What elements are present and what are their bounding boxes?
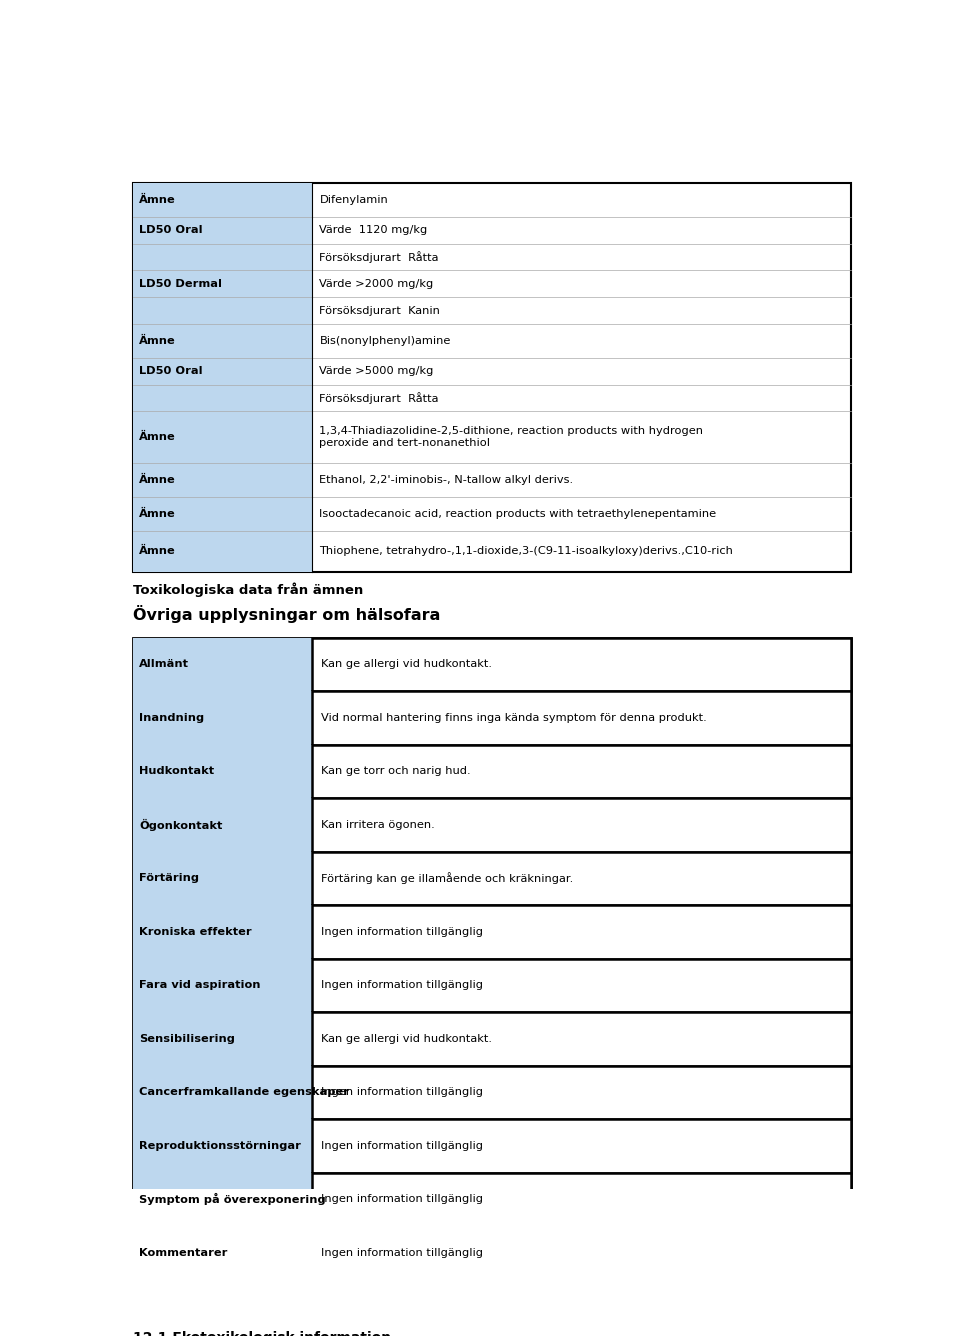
Text: Toxikologiska data från ämnen: Toxikologiska data från ämnen bbox=[133, 582, 364, 597]
Bar bbox=[133, 637, 851, 1280]
Text: Inandning: Inandning bbox=[139, 713, 204, 723]
Bar bbox=[133, 323, 312, 358]
Bar bbox=[133, 216, 312, 243]
Bar bbox=[133, 183, 851, 572]
Bar bbox=[133, 1173, 312, 1226]
Bar bbox=[133, 243, 312, 270]
Text: Kommentarer: Kommentarer bbox=[139, 1248, 228, 1257]
Text: Allmänt: Allmänt bbox=[139, 660, 189, 669]
Bar bbox=[133, 183, 312, 216]
Text: Thiophene, tetrahydro-,1,1-dioxide,3-(C9-11-isoalkyloxy)derivs.,C10-rich: Thiophene, tetrahydro-,1,1-dioxide,3-(C9… bbox=[320, 546, 733, 556]
Text: Försöksdjurart  Råtta: Försöksdjurart Råtta bbox=[320, 251, 439, 263]
Bar bbox=[312, 1120, 851, 1173]
Text: 1,3,4-Thiadiazolidine-2,5-dithione, reaction products with hydrogen
peroxide and: 1,3,4-Thiadiazolidine-2,5-dithione, reac… bbox=[320, 426, 704, 448]
Text: Ingen information tillgänglig: Ingen information tillgänglig bbox=[321, 981, 483, 990]
Text: Kan ge torr och narig hud.: Kan ge torr och narig hud. bbox=[321, 767, 470, 776]
Bar bbox=[133, 297, 312, 323]
Text: Reproduktionsstörningar: Reproduktionsstörningar bbox=[139, 1141, 301, 1150]
Text: Bis(nonylphenyl)amine: Bis(nonylphenyl)amine bbox=[320, 335, 451, 346]
Bar bbox=[133, 1013, 312, 1066]
Text: LD50 Oral: LD50 Oral bbox=[139, 226, 203, 235]
Text: Symptom på överexponering: Symptom på överexponering bbox=[139, 1193, 326, 1205]
Bar bbox=[133, 959, 312, 1013]
Text: Ingen information tillgänglig: Ingen information tillgänglig bbox=[321, 1141, 483, 1150]
Bar bbox=[312, 798, 851, 851]
Text: Vid normal hantering finns inga kända symptom för denna produkt.: Vid normal hantering finns inga kända sy… bbox=[321, 713, 707, 723]
Text: Ämne: Ämne bbox=[139, 546, 176, 556]
Text: Värde >2000 mg/kg: Värde >2000 mg/kg bbox=[320, 279, 434, 289]
Bar bbox=[312, 691, 851, 744]
Bar bbox=[312, 1066, 851, 1120]
Bar bbox=[312, 1013, 851, 1066]
Bar bbox=[133, 691, 312, 744]
Bar bbox=[133, 497, 312, 530]
Bar bbox=[312, 851, 851, 904]
Bar bbox=[312, 1173, 851, 1226]
Text: Övriga upplysningar om hälsofara: Övriga upplysningar om hälsofara bbox=[133, 605, 441, 623]
Text: Förtäring: Förtäring bbox=[139, 874, 200, 883]
Text: Försöksdjurart  Råtta: Försöksdjurart Råtta bbox=[320, 391, 439, 403]
Text: Hudkontakt: Hudkontakt bbox=[139, 767, 214, 776]
Text: Ämne: Ämne bbox=[139, 195, 176, 204]
Bar bbox=[312, 904, 851, 959]
Bar bbox=[133, 462, 312, 497]
Bar bbox=[312, 637, 851, 691]
Bar bbox=[312, 744, 851, 798]
Text: Kan ge allergi vid hudkontakt.: Kan ge allergi vid hudkontakt. bbox=[321, 660, 492, 669]
Text: Ämne: Ämne bbox=[139, 432, 176, 442]
Text: Ögonkontakt: Ögonkontakt bbox=[139, 819, 223, 831]
Bar bbox=[133, 358, 312, 385]
Text: 12.1 Ekotoxikologisk information: 12.1 Ekotoxikologisk information bbox=[133, 1331, 392, 1336]
Bar bbox=[133, 1226, 312, 1280]
Bar bbox=[133, 1120, 312, 1173]
Text: Ingen information tillgänglig: Ingen information tillgänglig bbox=[321, 927, 483, 937]
Text: Värde  1120 mg/kg: Värde 1120 mg/kg bbox=[320, 226, 427, 235]
Text: Ingen information tillgänglig: Ingen information tillgänglig bbox=[321, 1248, 483, 1257]
Bar bbox=[312, 959, 851, 1013]
Text: Ämne: Ämne bbox=[139, 474, 176, 485]
Bar bbox=[133, 637, 312, 691]
Bar bbox=[133, 385, 312, 411]
Bar bbox=[133, 798, 312, 851]
Text: Sensibilisering: Sensibilisering bbox=[139, 1034, 235, 1043]
Text: Cancerframkallande egenskaper: Cancerframkallande egenskaper bbox=[139, 1088, 349, 1097]
Bar bbox=[133, 1066, 312, 1120]
Text: Försöksdjurart  Kanin: Försöksdjurart Kanin bbox=[320, 306, 441, 315]
Text: Värde >5000 mg/kg: Värde >5000 mg/kg bbox=[320, 366, 434, 377]
Text: Isooctadecanoic acid, reaction products with tetraethylenepentamine: Isooctadecanoic acid, reaction products … bbox=[320, 509, 716, 518]
Bar bbox=[133, 851, 312, 904]
Text: Ingen information tillgänglig: Ingen information tillgänglig bbox=[321, 1194, 483, 1204]
Text: Fara vid aspiration: Fara vid aspiration bbox=[139, 981, 261, 990]
Bar bbox=[133, 530, 312, 572]
Text: Difenylamin: Difenylamin bbox=[320, 195, 388, 204]
Text: Ämne: Ämne bbox=[139, 509, 176, 518]
Text: Ämne: Ämne bbox=[139, 335, 176, 346]
Bar bbox=[133, 270, 312, 297]
Text: Ingen information tillgänglig: Ingen information tillgänglig bbox=[321, 1088, 483, 1097]
Text: Kan irritera ögonen.: Kan irritera ögonen. bbox=[321, 820, 435, 830]
Bar bbox=[312, 1226, 851, 1280]
Bar bbox=[133, 744, 312, 798]
Text: LD50 Dermal: LD50 Dermal bbox=[139, 279, 223, 289]
Bar bbox=[133, 904, 312, 959]
Text: Kroniska effekter: Kroniska effekter bbox=[139, 927, 252, 937]
Text: LD50 Oral: LD50 Oral bbox=[139, 366, 203, 377]
Bar bbox=[133, 1289, 851, 1321]
Text: Kan ge allergi vid hudkontakt.: Kan ge allergi vid hudkontakt. bbox=[321, 1034, 492, 1043]
Text: AVSNITT 12: Ekologisk information: AVSNITT 12: Ekologisk information bbox=[139, 1299, 400, 1312]
Text: Ethanol, 2,2'-iminobis-, N-tallow alkyl derivs.: Ethanol, 2,2'-iminobis-, N-tallow alkyl … bbox=[320, 474, 573, 485]
Bar bbox=[133, 411, 312, 462]
Text: Förtäring kan ge illamående och kräkningar.: Förtäring kan ge illamående och kräkning… bbox=[321, 872, 573, 884]
